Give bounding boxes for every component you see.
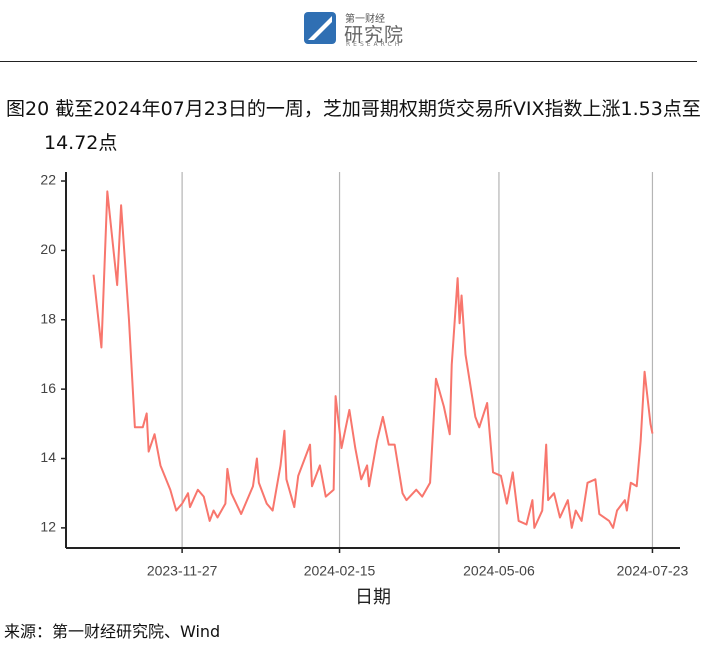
brand-sub: RESEARCH — [346, 41, 403, 48]
brand: 研究院 — [344, 24, 405, 46]
x-tick-label: 2024-02-15 — [304, 563, 376, 579]
chart-title: 图20 截至2024年07月23日的一周，芝加哥期权期货交易所VIX指数上涨1.… — [6, 98, 701, 154]
source-note: 来源：第一财经研究院、Wind — [4, 622, 221, 641]
y-tick-label: 20 — [40, 241, 56, 257]
logo-icon — [304, 12, 336, 44]
header-rule — [0, 61, 697, 62]
x-tick-label: 2024-07-23 — [617, 563, 689, 579]
y-tick-label: 14 — [40, 449, 56, 465]
data-line — [92, 190, 654, 529]
y-tick-label: 16 — [40, 380, 56, 396]
x-tick-label: 2024-05-06 — [463, 563, 535, 579]
x-axis-label: 日期 — [355, 587, 391, 607]
x-tick-label: 2023-11-27 — [147, 563, 218, 579]
y-tick-label: 12 — [40, 519, 56, 535]
y-tick-label: 22 — [40, 172, 56, 188]
brand-top: 第一财经 — [345, 14, 385, 25]
y-tick-label: 18 — [40, 310, 56, 326]
